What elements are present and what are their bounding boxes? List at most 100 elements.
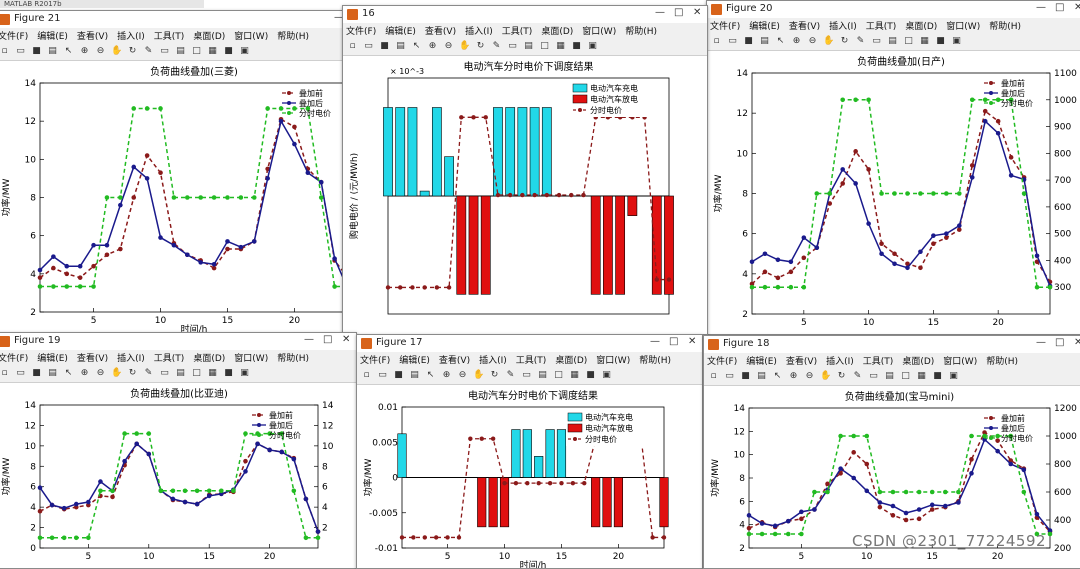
toolbar-tool-icon[interactable]: ↻ [490,370,499,380]
menu-item[interactable]: 工具(T) [153,32,185,42]
toolbar-tool-icon[interactable]: ▭ [508,41,517,51]
menu-item[interactable]: 工具(T) [865,22,897,32]
toolbar-tool-icon[interactable]: ■ [572,41,581,51]
toolbar-tool-icon[interactable]: ■ [933,371,942,381]
toolbar-tool-icon[interactable]: ▭ [160,368,169,378]
menu-item[interactable]: 窗口(W) [596,356,631,366]
menu-item[interactable]: 编辑(E) [746,357,777,367]
toolbar-tool-icon[interactable]: ▤ [396,41,405,51]
toolbar-tool-icon[interactable]: ▣ [952,36,961,46]
toolbar-tool-icon[interactable]: ▤ [888,36,897,46]
toolbar-tool-icon[interactable]: ▦ [920,36,929,46]
menu-item[interactable]: 文件(F) [346,27,377,37]
toolbar-tool-icon[interactable]: ▤ [176,368,185,378]
menu-item[interactable]: 工具(T) [153,354,185,364]
menu-item[interactable]: 工具(T) [501,27,533,37]
toolbar-tool-icon[interactable]: ⊖ [808,36,817,46]
menu-item[interactable]: 帮助(H) [989,22,1021,32]
maximize-icon[interactable]: □ [1055,337,1065,348]
toolbar-tool-icon[interactable]: ↖ [773,371,782,381]
toolbar-tool-icon[interactable]: ↻ [128,46,137,56]
toolbar-tool-icon[interactable]: ▭ [728,36,737,46]
toolbar-tool-icon[interactable]: ✋ [459,41,471,51]
toolbar-tool-icon[interactable]: ▤ [48,368,57,378]
title-bar[interactable]: Figure 18 — □ ✕ [704,336,1080,353]
toolbar-tool-icon[interactable]: ⊕ [442,370,451,380]
toolbar-tool-icon[interactable]: ▦ [556,41,565,51]
figure-18-window[interactable]: Figure 18 — □ ✕ 文件(F) 编辑(E) 查看(V) 插入(I) 工具(T) 桌面(… [703,335,1080,569]
menu-item[interactable]: 桌面(D) [555,356,588,366]
toolbar-tool-icon[interactable]: ■ [936,36,945,46]
menu-item[interactable]: 窗口(W) [582,27,617,37]
toolbar-tool-icon[interactable]: ✎ [856,36,865,46]
menu-item[interactable]: 桌面(D) [902,357,935,367]
title-bar[interactable]: Figure 21—□✕ [0,11,386,28]
toolbar-tool-icon[interactable]: ✎ [853,371,862,381]
toolbar-tool-icon[interactable]: ↖ [412,41,421,51]
toolbar-tool-icon[interactable]: □ [540,41,549,51]
toolbar-tool-icon[interactable]: ▦ [208,46,217,56]
toolbar-tool-icon[interactable]: ✎ [144,368,153,378]
toolbar-tool-icon[interactable]: ▤ [757,371,766,381]
menu-item[interactable]: 查看(V) [424,27,457,37]
menu-item[interactable]: 文件(F) [360,356,391,366]
toolbar-tool-icon[interactable]: ■ [394,370,403,380]
toolbar-tool-icon[interactable]: ▦ [570,370,579,380]
toolbar-tool-icon[interactable]: ↖ [64,368,73,378]
maximize-icon[interactable]: □ [323,334,333,345]
menu-item[interactable]: 编辑(E) [399,356,430,366]
toolbar-tool-icon[interactable]: ▭ [378,370,387,380]
toolbar-tool-icon[interactable]: ▫ [1,46,8,56]
minimize-icon[interactable]: — [1036,337,1046,348]
menu-item[interactable]: 查看(V) [76,354,109,364]
menu-item[interactable]: 工具(T) [862,357,894,367]
menu-item[interactable]: 插入(I) [465,27,493,37]
menu-item[interactable]: 插入(I) [826,357,854,367]
minimize-icon[interactable]: — [334,12,344,23]
toolbar-tool-icon[interactable]: ↻ [128,368,137,378]
minimize-icon[interactable]: — [304,334,314,345]
figure-20-window[interactable]: Figure 20 — □ ✕ 文件(F) 编辑(E) 查看(V) 插入(I) 工具(T) 桌面(… [706,0,1080,335]
figure-17-window[interactable]: Figure 17 — □ ✕ 文件(F) 编辑(E) 查看(V) 插入(I) 工具(T) 桌面(… [356,334,703,569]
toolbar-tool-icon[interactable]: □ [904,36,913,46]
close-icon[interactable]: ✕ [693,7,702,18]
toolbar-tool-icon[interactable]: ▣ [240,46,249,56]
toolbar-tool-icon[interactable]: ▫ [713,36,720,46]
toolbar-tool-icon[interactable]: ✎ [144,46,153,56]
toolbar-tool-icon[interactable]: ↻ [476,41,485,51]
menu-item[interactable]: 桌面(D) [905,22,938,32]
toolbar-tool-icon[interactable]: ↖ [64,46,73,56]
toolbar-tool-icon[interactable]: □ [192,368,201,378]
toolbar-tool-icon[interactable]: ▭ [16,46,25,56]
menu-item[interactable]: 帮助(H) [277,32,309,42]
toolbar-tool-icon[interactable]: ▦ [917,371,926,381]
toolbar-tool-icon[interactable]: ⊖ [458,370,467,380]
menu-item[interactable]: 帮助(H) [625,27,657,37]
menu-item[interactable]: 插入(I) [117,32,145,42]
menu-item[interactable]: 桌面(D) [541,27,574,37]
toolbar-tool-icon[interactable]: ▭ [364,41,373,51]
minimize-icon[interactable]: — [650,336,660,347]
toolbar-tool-icon[interactable]: ▤ [524,41,533,51]
toolbar-tool-icon[interactable]: □ [901,371,910,381]
menu-item[interactable]: 编辑(E) [385,27,416,37]
toolbar-tool-icon[interactable]: ▤ [176,46,185,56]
toolbar-tool-icon[interactable]: ▦ [208,368,217,378]
toolbar-tool-icon[interactable]: ⊕ [789,371,798,381]
maximize-icon[interactable]: □ [669,336,679,347]
menu-item[interactable]: 文件(F) [707,357,738,367]
menu-item[interactable]: 工具(T) [515,356,547,366]
toolbar-tool-icon[interactable]: ✎ [506,370,515,380]
menu-item[interactable]: 帮助(H) [986,357,1018,367]
toolbar-tool-icon[interactable]: ▭ [872,36,881,46]
toolbar-tool-icon[interactable]: ✋ [823,36,835,46]
minimize-icon[interactable]: — [655,7,665,18]
toolbar-tool-icon[interactable]: ■ [32,368,41,378]
toolbar-tool-icon[interactable]: ▣ [588,41,597,51]
title-bar[interactable]: Figure 17 — □ ✕ [357,335,702,352]
toolbar-tool-icon[interactable]: ⊕ [428,41,437,51]
figure-16-window[interactable]: 16 — □ ✕ 文件(F) 编辑(E) 查看(V) 插入(I) 工具(T) 桌面(D) 窗口(W)… [342,5,708,335]
toolbar-tool-icon[interactable]: ▤ [760,36,769,46]
maximize-icon[interactable]: □ [674,7,684,18]
toolbar-tool-icon[interactable]: ▣ [602,370,611,380]
